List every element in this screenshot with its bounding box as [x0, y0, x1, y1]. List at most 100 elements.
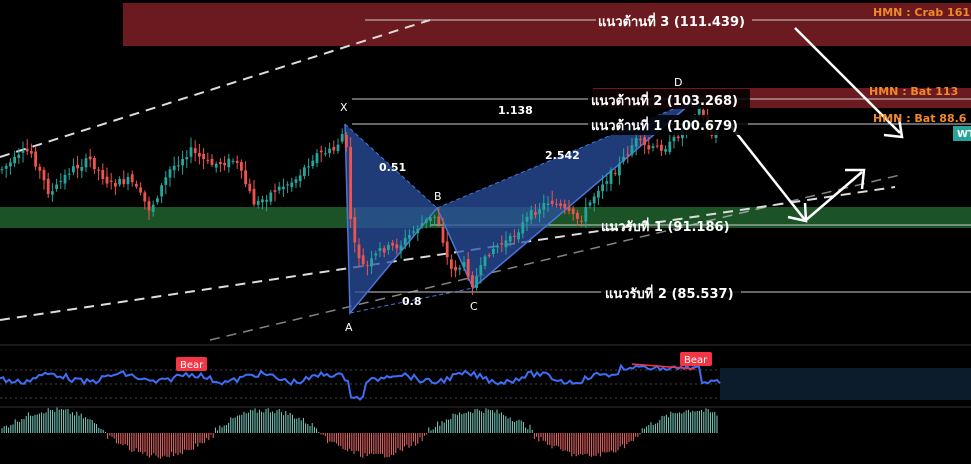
candle-body	[244, 170, 247, 185]
candle-body	[240, 161, 243, 171]
candle-body	[664, 149, 667, 152]
candle-body	[139, 187, 142, 193]
candle-body	[84, 158, 88, 168]
candle-body	[525, 216, 529, 222]
candle-body	[273, 190, 277, 192]
candle-body	[219, 161, 222, 165]
candle-body	[534, 212, 537, 215]
candle-body	[366, 265, 369, 267]
candle-body	[609, 170, 613, 185]
candle-body	[479, 265, 483, 275]
candle-body	[30, 150, 33, 154]
candle-body	[630, 145, 634, 155]
candle-body	[168, 169, 172, 178]
resistance-2-label: แนวต้านที่ 2 (103.268)	[591, 91, 738, 109]
candle-body	[130, 174, 134, 183]
candle-body	[126, 176, 130, 185]
candle-body	[202, 153, 205, 160]
candle-body	[76, 164, 79, 169]
candle-body	[345, 134, 348, 148]
candle-body	[651, 146, 655, 149]
candle-body	[252, 188, 256, 205]
candle-body	[433, 216, 436, 218]
candle-body	[559, 203, 562, 206]
candle-body	[437, 216, 441, 225]
candle-body	[42, 169, 46, 181]
candle-body	[492, 248, 495, 254]
candle-body	[248, 183, 252, 192]
candle-body	[17, 154, 21, 158]
candle-body	[416, 228, 420, 234]
candle-body	[697, 107, 701, 115]
candle-body	[475, 276, 478, 288]
candle-body	[353, 216, 357, 243]
candle-body	[370, 258, 373, 267]
candle-body	[160, 185, 163, 197]
candle-body	[550, 200, 554, 204]
candle-body	[546, 203, 550, 206]
candle-body	[223, 163, 226, 166]
candle-body	[517, 232, 520, 240]
candle-body	[319, 150, 323, 153]
candle-body	[38, 166, 42, 171]
candle-body	[114, 182, 117, 187]
candle-body	[72, 166, 75, 173]
channel-middle	[0, 186, 896, 321]
candle-body	[454, 266, 457, 271]
candle-body	[580, 220, 583, 222]
candle-body	[462, 262, 466, 268]
candle-body	[118, 178, 121, 185]
divergence-line	[631, 363, 696, 370]
candle-body	[101, 170, 105, 179]
candle-body	[445, 241, 449, 258]
candle-body	[378, 248, 382, 251]
candle-body	[424, 219, 428, 223]
candle-body	[181, 159, 184, 166]
candle-body	[357, 244, 361, 259]
price-tag	[953, 126, 971, 141]
candle-body	[25, 148, 29, 152]
candle-body	[311, 160, 315, 167]
candle-body	[135, 183, 138, 187]
candles	[0, 101, 718, 295]
candle-body	[185, 157, 189, 160]
candle-body	[597, 190, 600, 198]
projection-arrows	[729, 27, 904, 223]
target-bat-113-label: HMN : Bat 113	[869, 85, 958, 98]
candle-body	[408, 235, 411, 239]
candle-body	[198, 153, 201, 157]
candle-body	[0, 169, 4, 171]
candle-body	[269, 192, 273, 202]
candle-body	[88, 156, 92, 160]
candle-body	[567, 207, 571, 212]
candle-body	[647, 145, 651, 150]
candle-body	[156, 198, 159, 203]
candle-body	[450, 259, 453, 269]
candle-body	[303, 167, 306, 177]
candle-body	[307, 166, 310, 168]
candle-body	[487, 255, 491, 257]
candle-body	[227, 158, 231, 168]
candle-body	[660, 144, 663, 151]
candle-body	[483, 256, 487, 266]
candle-body	[97, 169, 100, 171]
ratio-xd-label: 1.138	[498, 104, 533, 117]
resistance-1-label: แนวต้านที่ 1 (100.679)	[591, 116, 738, 134]
ratio-xb-label: 0.51	[379, 161, 406, 174]
candle-body	[210, 158, 214, 165]
candle-body	[513, 235, 516, 237]
candle-body	[109, 180, 113, 182]
candle-body	[622, 156, 625, 162]
harmonic-xab	[345, 124, 437, 313]
candle-body	[639, 139, 642, 141]
candle-body	[172, 165, 176, 171]
ratio-ac-label: 0.8	[402, 295, 422, 308]
candle-body	[235, 160, 239, 163]
candle-body	[13, 156, 16, 164]
candle-body	[336, 144, 340, 151]
support-2-label: แนวรับที่ 2 (85.537)	[605, 284, 734, 302]
candle-body	[605, 181, 609, 184]
candle-body	[618, 163, 621, 176]
candle-body	[63, 174, 67, 184]
